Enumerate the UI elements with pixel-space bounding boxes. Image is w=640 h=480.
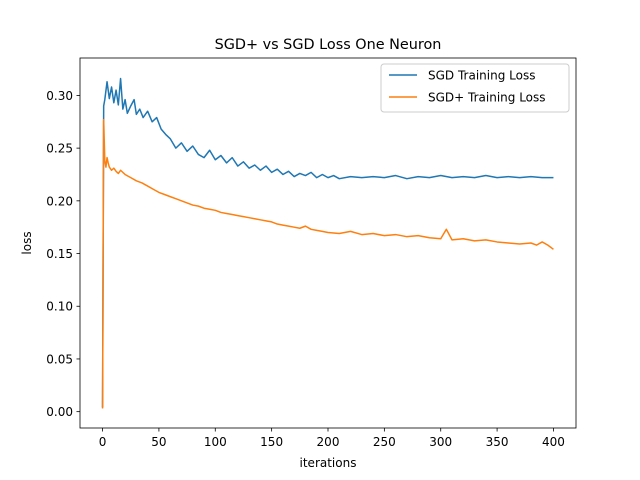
y-tick-label: 0.00 bbox=[46, 405, 73, 419]
x-tick-label: 50 bbox=[151, 435, 166, 449]
y-axis-ticks: 0.00 0.05 0.10 0.15 0.20 0.25 0.30 bbox=[46, 89, 80, 419]
x-tick-label: 200 bbox=[317, 435, 340, 449]
legend-frame bbox=[380, 63, 570, 113]
series-line-sgd bbox=[101, 77, 554, 408]
x-tick-label: 300 bbox=[429, 435, 452, 449]
plot-area-frame bbox=[79, 57, 577, 429]
chart-title: SGD+ vs SGD Loss One Neuron bbox=[215, 37, 442, 53]
legend-label-sgd-plus: SGD+ Training Loss bbox=[428, 91, 546, 105]
x-tick-label: 0 bbox=[99, 435, 107, 449]
y-tick-label: 0.30 bbox=[46, 89, 73, 103]
x-tick-label: 150 bbox=[260, 435, 283, 449]
y-axis-label: loss bbox=[20, 231, 34, 254]
x-tick-label: 350 bbox=[486, 435, 509, 449]
y-tick-label: 0.05 bbox=[46, 352, 73, 366]
x-tick-label: 100 bbox=[204, 435, 227, 449]
series-line-sgd-plus bbox=[101, 118, 554, 409]
y-tick-label: 0.25 bbox=[46, 142, 73, 156]
series-lines bbox=[101, 77, 554, 409]
x-axis-label: iterations bbox=[300, 456, 357, 470]
y-tick-label: 0.10 bbox=[46, 300, 73, 314]
x-tick-label: 250 bbox=[373, 435, 396, 449]
y-tick-label: 0.15 bbox=[46, 247, 73, 261]
y-tick-label: 0.20 bbox=[46, 194, 73, 208]
legend-label-sgd: SGD Training Loss bbox=[428, 69, 535, 83]
x-tick-label: 400 bbox=[542, 435, 565, 449]
x-axis-ticks: 0 50 100 150 200 250 300 350 400 bbox=[99, 428, 565, 449]
legend: SGD Training Loss SGD+ Training Loss bbox=[380, 63, 570, 113]
